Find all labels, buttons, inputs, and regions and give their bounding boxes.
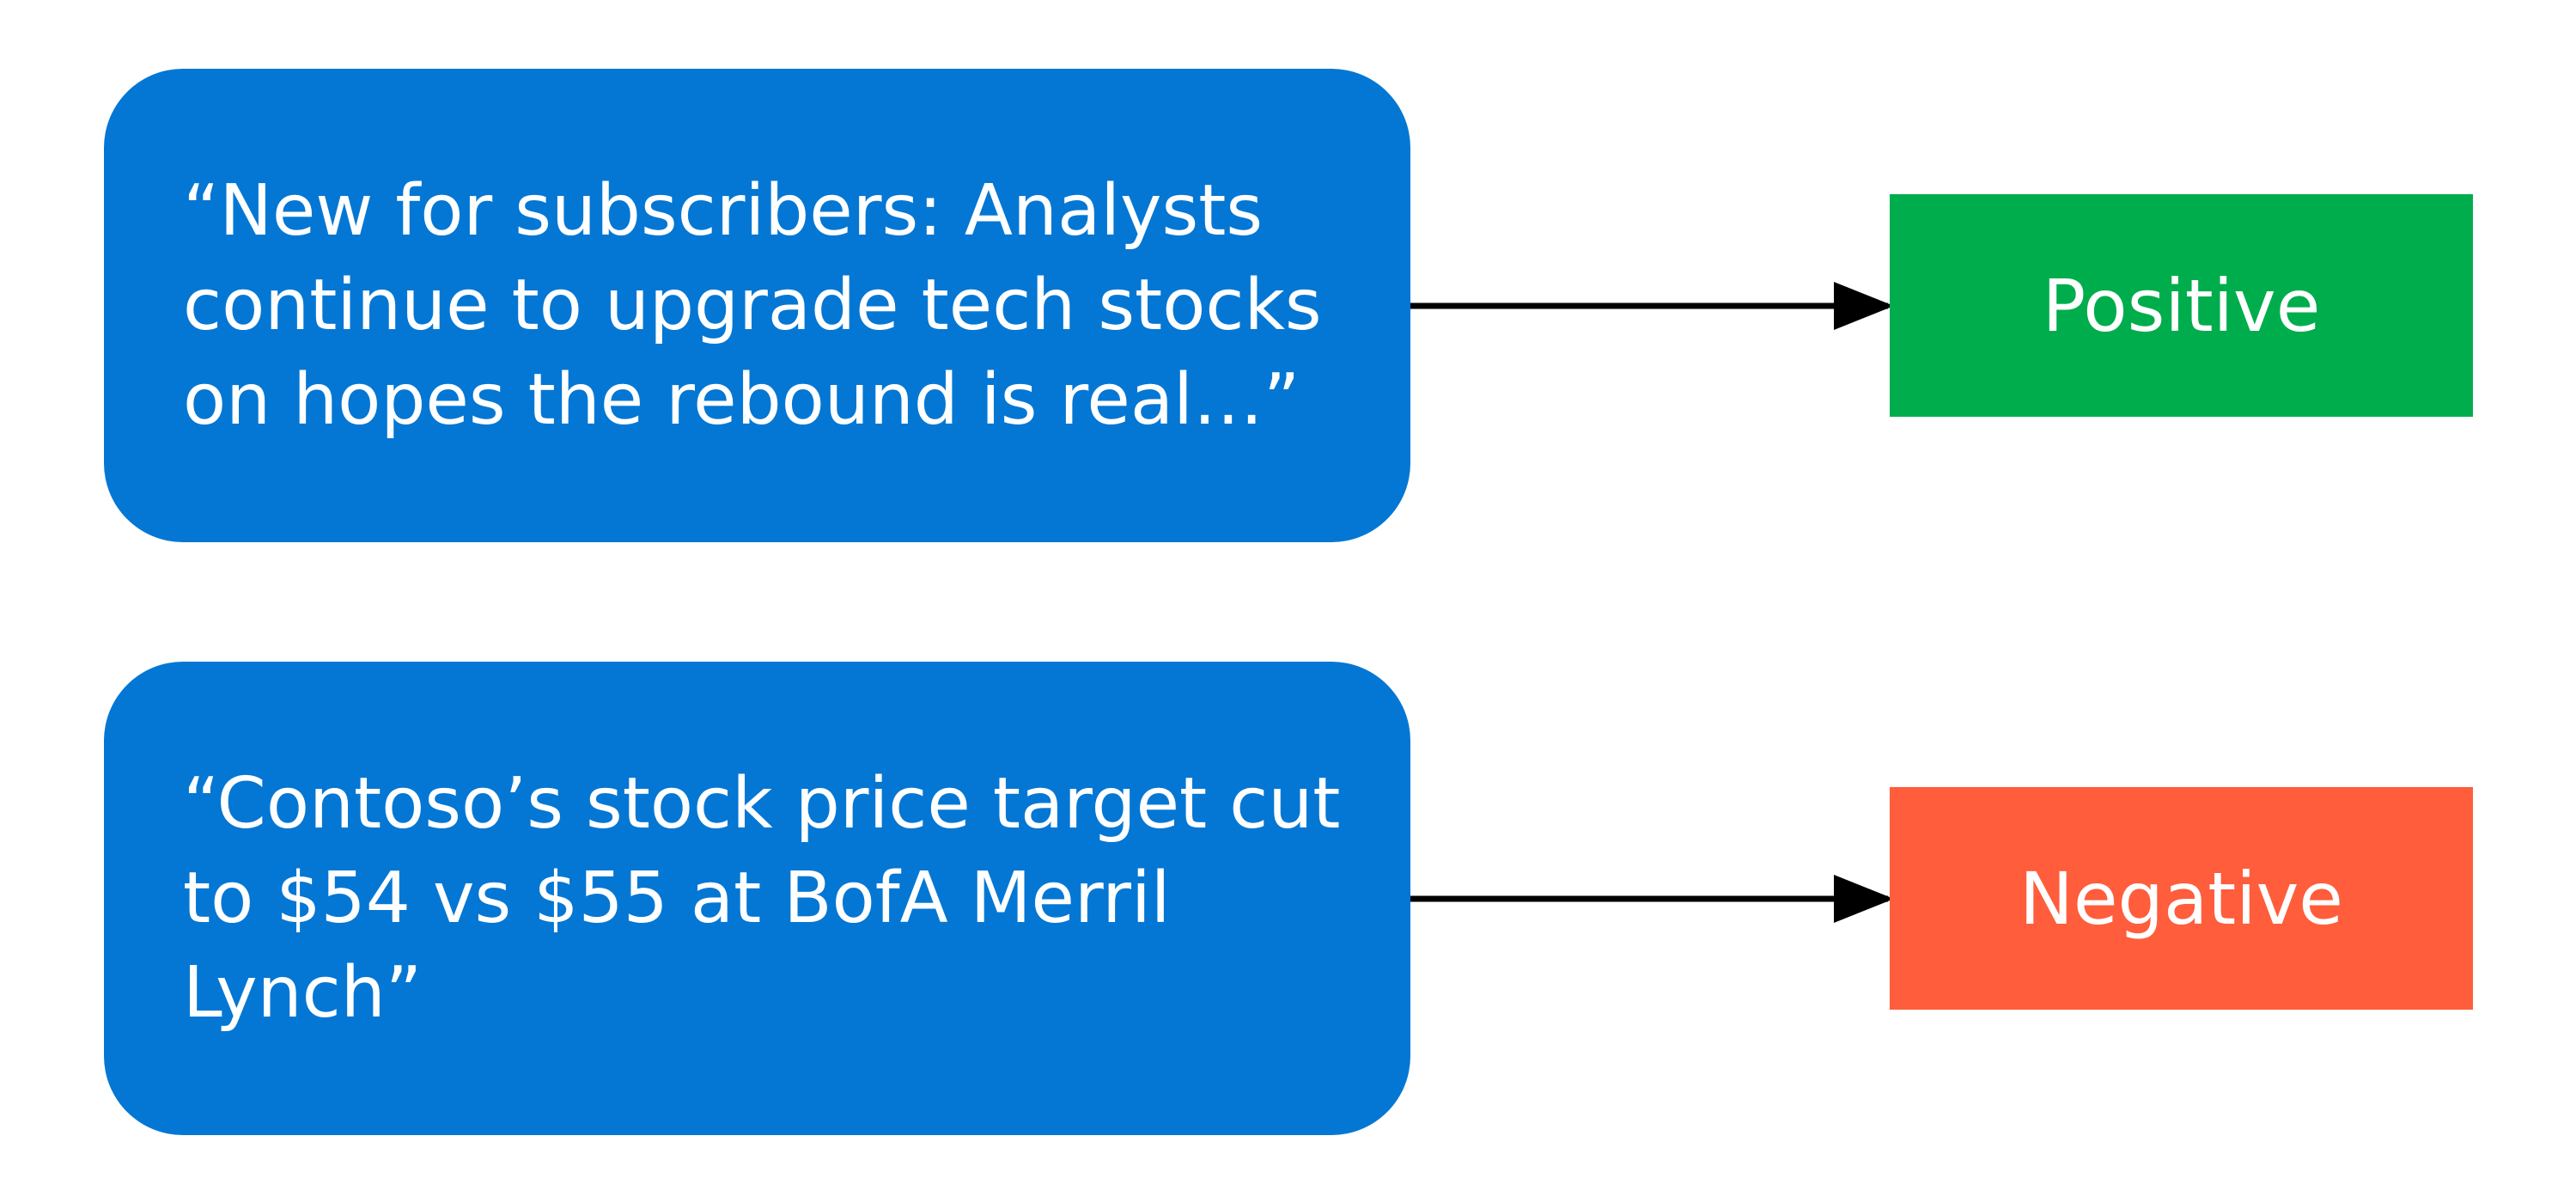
sentiment-label-negative: Negative: [1890, 787, 2473, 1010]
quote-text-2: “Contoso’s stock price target cut to $54…: [183, 762, 1341, 1034]
sentiment-label-positive: Positive: [1890, 194, 2473, 417]
sentiment-label-text-1: Positive: [2042, 263, 2321, 348]
quote-box-1: “New for subscribers: Analysts continue …: [104, 69, 1410, 542]
quote-text-1: “New for subscribers: Analysts continue …: [183, 169, 1322, 441]
sentiment-label-text-2: Negative: [2019, 856, 2343, 941]
quote-box-2: “Contoso’s stock price target cut to $54…: [104, 662, 1410, 1135]
